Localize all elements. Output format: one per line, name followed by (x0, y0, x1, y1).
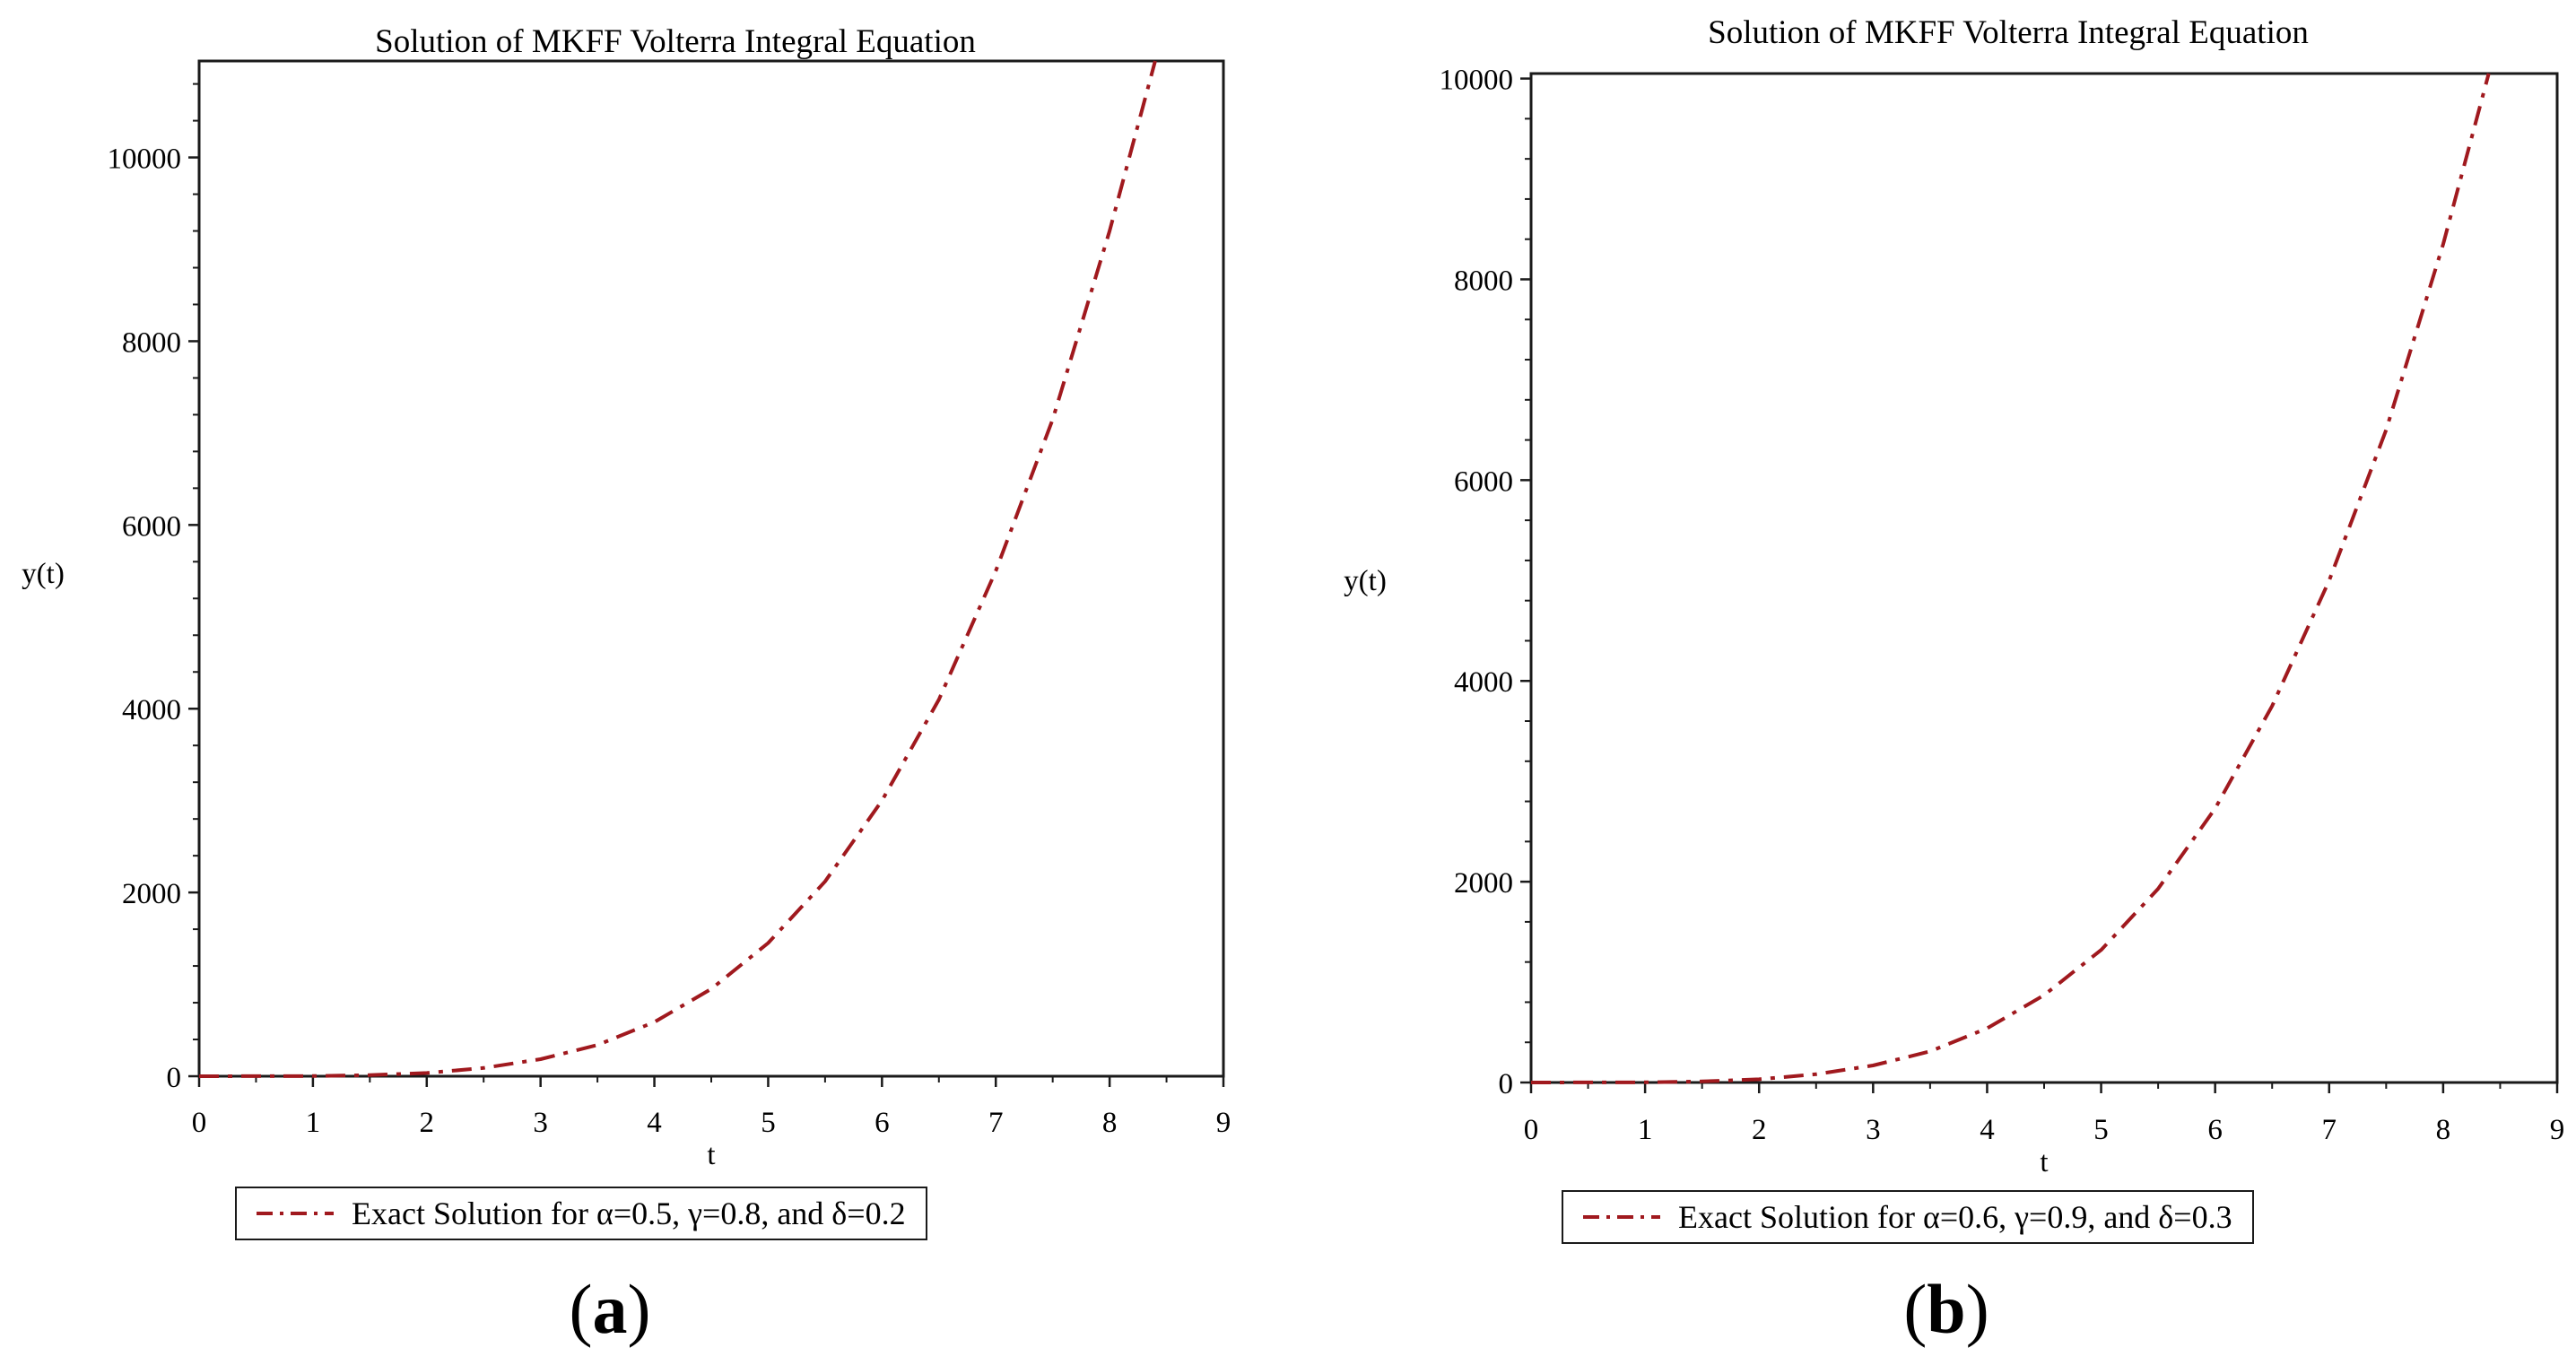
x-tick-label: 4 (1980, 1114, 1995, 1146)
y-axis-label: y(t) (1344, 565, 1387, 597)
y-axis-label: y(t) (22, 558, 65, 590)
y-tick-label: 4000 (1454, 666, 1513, 699)
legend-panel-a: Exact Solution for α=0.5, γ=0.8, and δ=0… (235, 1187, 927, 1240)
x-axis-label: t (707, 1139, 715, 1171)
x-tick-label: 4 (647, 1107, 662, 1139)
plot-frame (197, 59, 1225, 1078)
legend-line-swatch (257, 1212, 334, 1215)
panel-label-a: (a) (569, 1270, 651, 1348)
x-tick-label: 0 (192, 1107, 207, 1139)
legend-label: Exact Solution for α=0.5, γ=0.8, and δ=0… (352, 1195, 906, 1231)
x-tick-label: 8 (1102, 1107, 1118, 1139)
x-tick-label: 9 (2550, 1114, 2565, 1146)
y-tick-label: 0 (167, 1062, 182, 1094)
x-tick-label: 2 (1752, 1114, 1767, 1146)
x-tick-label: 7 (2322, 1114, 2337, 1146)
plot-frame (1529, 72, 2559, 1084)
x-tick-label: 2 (420, 1107, 435, 1139)
y-tick-label: 10000 (108, 143, 182, 176)
x-tick-label: 1 (306, 1107, 321, 1139)
x-tick-label: 8 (2436, 1114, 2451, 1146)
y-tick-label: 6000 (1454, 465, 1513, 498)
x-tick-label: 9 (1216, 1107, 1231, 1139)
y-tick-label: 4000 (122, 694, 181, 726)
x-tick-label: 5 (2093, 1114, 2109, 1146)
legend-panel-b: Exact Solution for α=0.6, γ=0.9, and δ=0… (1562, 1190, 2254, 1244)
y-tick-label: 6000 (122, 510, 181, 543)
panel-label-b: (b) (1903, 1270, 1989, 1348)
x-tick-label: 6 (875, 1107, 890, 1139)
y-tick-label: 0 (1499, 1068, 1514, 1100)
x-tick-label: 0 (1524, 1114, 1539, 1146)
y-tick-label: 2000 (122, 878, 181, 910)
chart-title: Solution of MKFF Volterra Integral Equat… (375, 23, 976, 60)
series-line (1530, 73, 2491, 1084)
y-tick-label: 8000 (122, 326, 181, 359)
x-tick-label: 6 (2207, 1114, 2223, 1146)
x-tick-label: 3 (1866, 1114, 1881, 1146)
y-tick-label: 8000 (1454, 265, 1513, 297)
chart-panel-b: Solution of MKFF Volterra Integral Equat… (1344, 14, 2564, 1178)
y-tick-label: 2000 (1454, 867, 1513, 900)
legend-line-swatch (1583, 1215, 1660, 1219)
x-tick-label: 5 (761, 1107, 776, 1139)
series-line (198, 60, 1157, 1078)
chart-title: Solution of MKFF Volterra Integral Equat… (1708, 14, 2309, 51)
chart-panel-a: Solution of MKFF Volterra Integral Equat… (22, 23, 1231, 1171)
y-tick-label: 10000 (1440, 65, 1514, 97)
x-tick-label: 7 (988, 1107, 1004, 1139)
x-tick-label: 3 (533, 1107, 548, 1139)
legend-label: Exact Solution for α=0.6, γ=0.9, and δ=0… (1678, 1199, 2232, 1235)
x-tick-label: 1 (1638, 1114, 1653, 1146)
x-axis-label: t (2040, 1146, 2048, 1178)
